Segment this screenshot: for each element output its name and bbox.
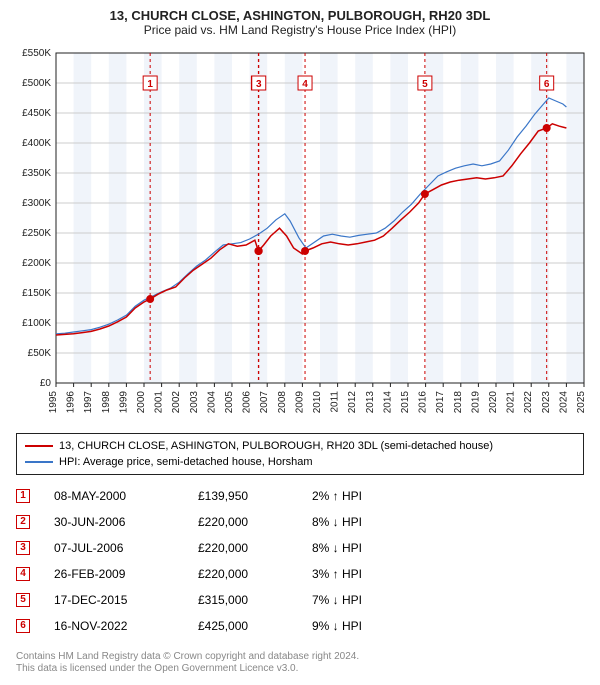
svg-text:2005: 2005 <box>224 391 235 414</box>
svg-text:2022: 2022 <box>523 391 534 414</box>
transaction-row: 2 30-JUN-2006 £220,000 8% ↓ HPI <box>16 509 584 535</box>
svg-text:2011: 2011 <box>330 391 341 413</box>
transaction-row: 6 16-NOV-2022 £425,000 9% ↓ HPI <box>16 613 584 639</box>
svg-text:2000: 2000 <box>136 391 147 414</box>
transaction-hpi: 2% ↑ HPI <box>312 483 412 509</box>
svg-text:£450K: £450K <box>22 108 51 119</box>
legend-swatch <box>25 445 53 447</box>
svg-text:2017: 2017 <box>435 391 446 414</box>
svg-text:2001: 2001 <box>154 391 165 414</box>
svg-text:2006: 2006 <box>242 391 253 414</box>
transaction-row: 1 08-MAY-2000 £139,950 2% ↑ HPI <box>16 483 584 509</box>
svg-text:£400K: £400K <box>22 138 51 149</box>
svg-text:2007: 2007 <box>259 391 270 414</box>
svg-text:£550K: £550K <box>22 48 51 59</box>
transaction-row: 4 26-FEB-2009 £220,000 3% ↑ HPI <box>16 561 584 587</box>
price-chart: £0 £50K £100K £150K £200K £250K £300K £350K £400… <box>10 43 590 423</box>
transaction-date: 08-MAY-2000 <box>54 483 174 509</box>
transaction-row: 3 07-JUL-2006 £220,000 8% ↓ HPI <box>16 535 584 561</box>
transaction-hpi: 7% ↓ HPI <box>312 587 412 613</box>
svg-text:1995: 1995 <box>48 391 59 414</box>
svg-text:£300K: £300K <box>22 198 51 209</box>
svg-text:£50K: £50K <box>28 348 52 359</box>
transaction-hpi: 8% ↓ HPI <box>312 535 412 561</box>
transaction-marker: 5 <box>16 593 30 607</box>
legend-label: 13, CHURCH CLOSE, ASHINGTON, PULBOROUGH,… <box>59 438 493 454</box>
svg-text:2008: 2008 <box>277 391 288 414</box>
svg-text:5: 5 <box>422 79 428 90</box>
transaction-hpi: 9% ↓ HPI <box>312 613 412 639</box>
svg-text:2004: 2004 <box>206 391 217 414</box>
svg-text:2018: 2018 <box>453 391 464 414</box>
svg-text:2023: 2023 <box>541 391 552 414</box>
svg-text:6: 6 <box>544 79 550 90</box>
transaction-date: 26-FEB-2009 <box>54 561 174 587</box>
svg-text:£100K: £100K <box>22 318 51 329</box>
transaction-date: 30-JUN-2006 <box>54 509 174 535</box>
chart-subtitle: Price paid vs. HM Land Registry's House … <box>10 23 590 37</box>
transaction-date: 16-NOV-2022 <box>54 613 174 639</box>
transactions-table: 1 08-MAY-2000 £139,950 2% ↑ HPI 2 30-JUN-2006… <box>16 483 584 639</box>
transaction-hpi: 8% ↓ HPI <box>312 509 412 535</box>
transaction-marker: 4 <box>16 567 30 581</box>
legend: 13, CHURCH CLOSE, ASHINGTON, PULBOROUGH,… <box>16 433 584 475</box>
svg-text:2002: 2002 <box>171 391 182 414</box>
legend-item: HPI: Average price, semi-detached house,… <box>25 454 575 470</box>
transaction-price: £315,000 <box>198 587 288 613</box>
transaction-marker: 2 <box>16 515 30 529</box>
svg-text:2024: 2024 <box>558 391 569 414</box>
svg-text:2019: 2019 <box>470 391 481 414</box>
transaction-date: 07-JUL-2006 <box>54 535 174 561</box>
transaction-marker: 6 <box>16 619 30 633</box>
footnote-line: Contains HM Land Registry data © Crown c… <box>16 651 584 663</box>
transaction-price: £220,000 <box>198 509 288 535</box>
footnote: Contains HM Land Registry data © Crown c… <box>16 651 584 675</box>
svg-text:£250K: £250K <box>22 228 51 239</box>
svg-text:2021: 2021 <box>506 391 517 414</box>
transaction-price: £220,000 <box>198 535 288 561</box>
svg-text:2012: 2012 <box>347 391 358 414</box>
svg-text:2016: 2016 <box>418 391 429 414</box>
transaction-marker: 3 <box>16 541 30 555</box>
svg-text:2009: 2009 <box>294 391 305 414</box>
svg-text:2013: 2013 <box>365 391 376 414</box>
svg-text:4: 4 <box>302 79 308 90</box>
chart-title: 13, CHURCH CLOSE, ASHINGTON, PULBOROUGH,… <box>10 8 590 23</box>
transaction-price: £220,000 <box>198 561 288 587</box>
transaction-hpi: 3% ↑ HPI <box>312 561 412 587</box>
legend-label: HPI: Average price, semi-detached house,… <box>59 454 313 470</box>
svg-text:£150K: £150K <box>22 288 51 299</box>
svg-text:2020: 2020 <box>488 391 499 414</box>
svg-text:2010: 2010 <box>312 391 323 414</box>
transaction-date: 17-DEC-2015 <box>54 587 174 613</box>
svg-text:1998: 1998 <box>101 391 112 414</box>
footnote-line: This data is licensed under the Open Gov… <box>16 663 584 675</box>
svg-text:£500K: £500K <box>22 78 51 89</box>
transaction-price: £425,000 <box>198 613 288 639</box>
svg-text:2025: 2025 <box>576 391 587 414</box>
transaction-price: £139,950 <box>198 483 288 509</box>
transaction-marker: 1 <box>16 489 30 503</box>
legend-item: 13, CHURCH CLOSE, ASHINGTON, PULBOROUGH,… <box>25 438 575 454</box>
svg-text:2014: 2014 <box>382 391 393 414</box>
svg-text:£200K: £200K <box>22 258 51 269</box>
svg-text:£350K: £350K <box>22 168 51 179</box>
svg-text:1999: 1999 <box>118 391 129 414</box>
svg-text:2015: 2015 <box>400 391 411 414</box>
svg-text:1996: 1996 <box>66 391 77 414</box>
svg-text:1: 1 <box>147 79 153 90</box>
transaction-row: 5 17-DEC-2015 £315,000 7% ↓ HPI <box>16 587 584 613</box>
legend-swatch <box>25 461 53 463</box>
svg-text:1997: 1997 <box>83 391 94 414</box>
svg-text:£0: £0 <box>40 378 52 389</box>
svg-text:3: 3 <box>256 79 262 90</box>
svg-text:2003: 2003 <box>189 391 200 414</box>
